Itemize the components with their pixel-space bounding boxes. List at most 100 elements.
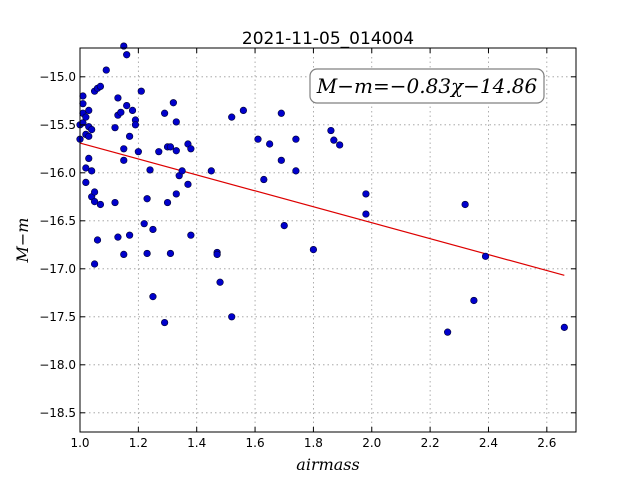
data-point (111, 124, 119, 132)
data-point (96, 82, 105, 90)
data-point (336, 141, 344, 149)
y-tick-label: −17.0 (39, 262, 76, 276)
data-point (166, 249, 175, 258)
data-point (216, 278, 224, 286)
y-tick-label: −15.5 (39, 118, 76, 132)
data-point (120, 156, 128, 164)
data-point (114, 233, 122, 241)
data-point (143, 195, 151, 203)
data-point (362, 190, 370, 198)
data-point (85, 106, 93, 114)
data-point (123, 101, 131, 110)
data-point (120, 250, 128, 258)
data-point (362, 210, 370, 218)
data-point (90, 260, 99, 268)
data-point (292, 167, 300, 175)
x-tick-label: 1.4 (187, 436, 206, 450)
data-point (184, 180, 192, 188)
data-point (155, 148, 163, 156)
x-axis-label: airmass (296, 455, 359, 474)
chart-title: 2021-11-05_014004 (242, 29, 414, 49)
data-point (444, 328, 452, 336)
data-point (187, 231, 195, 239)
data-point (280, 222, 288, 230)
data-point (163, 198, 172, 207)
data-point (178, 167, 186, 175)
data-point (82, 164, 90, 172)
data-point (111, 198, 119, 207)
x-tick-label: 1.6 (246, 436, 265, 450)
data-point (93, 236, 102, 244)
data-point (102, 66, 110, 74)
data-point (292, 135, 300, 143)
y-tick-label: −15.0 (39, 70, 76, 84)
data-point (277, 156, 285, 164)
data-point (330, 136, 338, 144)
data-point (137, 87, 145, 95)
data-point (461, 200, 469, 209)
x-axis-ticks: 1.0 1.2 1.4 1.6 1.8 2.0 2.2 2.4 2.6 (70, 48, 556, 450)
x-tick-label: 2.0 (362, 436, 381, 450)
data-point (114, 94, 122, 102)
data-point (254, 135, 262, 143)
x-tick-label: 1.2 (129, 436, 148, 450)
data-point (82, 178, 90, 186)
data-point (90, 198, 99, 206)
y-tick-label: −16.0 (39, 166, 76, 180)
data-point (90, 188, 99, 196)
data-point (228, 313, 236, 321)
data-point (85, 154, 93, 162)
data-point (88, 126, 96, 134)
data-point (82, 113, 90, 121)
data-point (161, 318, 169, 327)
data-point (79, 92, 87, 100)
data-point (161, 109, 169, 117)
y-tick-label: −18.0 (39, 358, 76, 372)
data-point (172, 190, 180, 198)
data-point (146, 166, 154, 174)
data-point (128, 106, 137, 114)
data-point (149, 225, 157, 234)
data-point (470, 296, 478, 305)
data-point (187, 145, 195, 153)
y-tick-label: −16.5 (39, 214, 76, 228)
x-tick-label: 2.6 (537, 436, 556, 450)
data-point (207, 167, 215, 175)
y-tick-label: −18.5 (39, 406, 76, 420)
data-point (327, 126, 335, 135)
x-tick-label: 1.0 (70, 436, 89, 450)
data-point (169, 99, 177, 107)
data-point (239, 106, 247, 114)
data-point (134, 148, 142, 156)
data-point (213, 250, 221, 258)
y-tick-label: −17.5 (39, 310, 76, 324)
y-axis-label: M−m (13, 218, 32, 264)
data-point (481, 252, 490, 260)
y-axis-ticks: −15.0 −15.5 −16.0 −16.5 −17.0 −17.5 −18.0 −18.5 (39, 70, 576, 420)
data-point (120, 145, 128, 153)
data-point (172, 118, 180, 126)
x-tick-label: 2.4 (479, 436, 498, 450)
data-point (126, 132, 134, 140)
data-point (88, 167, 96, 175)
fit-line (79, 142, 565, 276)
data-point (560, 323, 568, 331)
data-point (117, 108, 125, 116)
data-point (123, 51, 131, 59)
data-point (166, 143, 175, 151)
fit-equation-label: M−m=−0.83χ−14.86 (316, 74, 538, 98)
fit-line-group (79, 142, 565, 276)
data-point (79, 100, 87, 108)
data-point (149, 293, 157, 301)
data-point (131, 121, 140, 129)
data-point (309, 246, 318, 254)
data-point (96, 200, 105, 209)
data-point (172, 147, 180, 155)
data-point (266, 140, 274, 148)
data-point (228, 113, 236, 121)
data-point (85, 132, 93, 140)
data-point (260, 175, 268, 184)
x-tick-label: 2.2 (421, 436, 440, 450)
